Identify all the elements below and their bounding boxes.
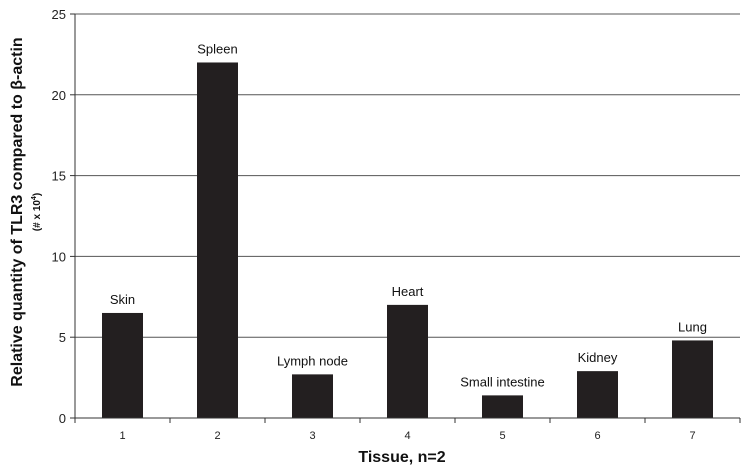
- y-axis-title: Relative quantity of TLR3 compared to β-…: [9, 37, 26, 386]
- bar-label: Lung: [678, 319, 707, 334]
- x-tick-label: 4: [404, 430, 410, 442]
- bar-label: Spleen: [197, 41, 237, 56]
- y-axis-subtitle-exponent: 4: [31, 196, 38, 200]
- y-tick-label: 0: [59, 411, 66, 426]
- y-axis-subtitle-end: ): [32, 193, 43, 196]
- y-axis-subtitle: (# x 104): [31, 193, 43, 231]
- x-tick-label: 3: [309, 430, 315, 442]
- bar-label: Heart: [392, 284, 424, 299]
- y-tick-labels: 0 5 10 15 20 25: [52, 7, 66, 426]
- y-tick-label: 5: [59, 330, 66, 345]
- bar: [197, 62, 238, 418]
- y-axis-title-group: Relative quantity of TLR3 compared to β-…: [9, 37, 26, 386]
- x-tick-label: 6: [594, 430, 600, 442]
- y-tick-label: 20: [52, 88, 66, 103]
- bar-label: Kidney: [578, 350, 618, 365]
- bar: [387, 304, 428, 418]
- x-tick-label: 1: [119, 430, 125, 442]
- bar-label: Lymph node: [277, 353, 348, 368]
- bar: [672, 340, 713, 418]
- bar: [102, 312, 143, 418]
- y-tick-label: 15: [52, 169, 66, 184]
- y-tick-label: 25: [52, 7, 66, 22]
- y-axis-subtitle-main: (# x 10: [32, 200, 43, 232]
- bar: [292, 374, 333, 418]
- bar-labels: Skin Spleen Lymph node Heart Small intestine…: [110, 41, 707, 389]
- y-axis-subtitle-group: (# x 104): [31, 193, 43, 231]
- axes: [70, 13, 741, 423]
- x-axis-title: Tissue, n=2: [358, 449, 445, 466]
- bar: [577, 371, 618, 418]
- x-tick-label: 2: [214, 430, 220, 442]
- y-tick-label: 10: [52, 249, 66, 264]
- bar-label: Skin: [110, 292, 135, 307]
- bar-label: Small intestine: [460, 374, 545, 389]
- bar: [482, 395, 523, 418]
- x-tick-label: 5: [499, 430, 505, 442]
- x-tick-labels: 1 2 3 4 5 6 7: [119, 430, 695, 442]
- x-tick-label: 7: [689, 430, 695, 442]
- gridlines: [75, 13, 740, 338]
- bars: [102, 62, 713, 418]
